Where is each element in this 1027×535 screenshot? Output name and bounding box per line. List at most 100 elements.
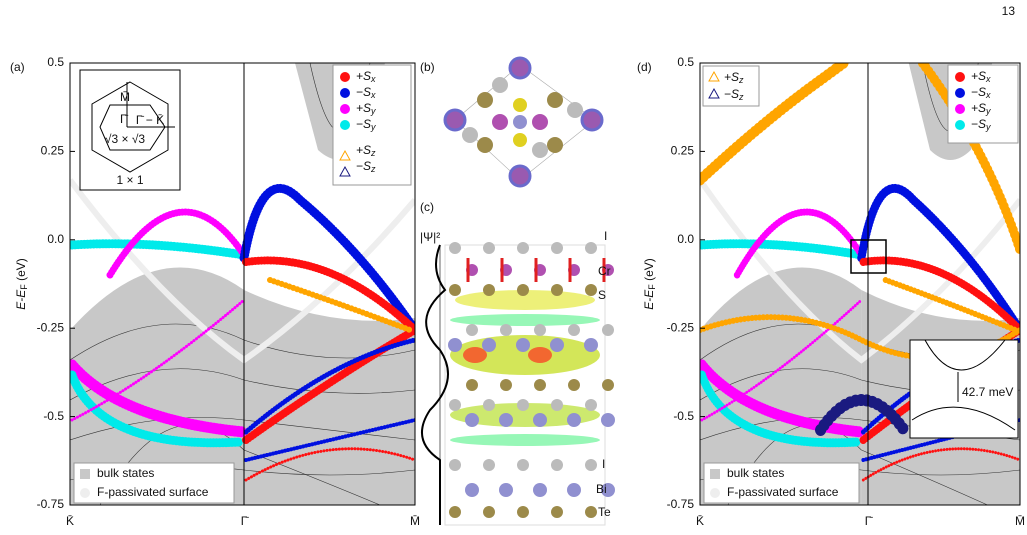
atom [465, 413, 479, 427]
legend-marker [955, 120, 965, 130]
legend-sign: −S [356, 85, 371, 99]
atom [533, 413, 547, 427]
legend-sign: +S [356, 143, 371, 157]
atom [601, 483, 615, 497]
band-sz-minus [815, 394, 910, 436]
density [450, 434, 600, 446]
atom [500, 324, 512, 336]
atom [534, 379, 546, 391]
legend-sign: +S [971, 101, 986, 115]
layer-label: S [598, 288, 606, 302]
bz-large [91, 81, 169, 173]
layer-label: I [602, 457, 605, 471]
atom [449, 506, 461, 518]
atom [551, 284, 563, 296]
legend-text: F-passivated surface [727, 485, 839, 499]
density [528, 347, 552, 363]
inset-text: M̄ [120, 90, 130, 104]
legend-marker [340, 72, 350, 82]
atom [602, 379, 614, 391]
atom [551, 459, 563, 471]
panel-c: (c) |Ψ|² I Cr S I Bi Te [420, 200, 615, 526]
inset-text: Γ̄ [120, 112, 129, 126]
inset-text: 1 × 1 [116, 173, 143, 187]
atom [551, 242, 563, 254]
legend-sign: +S [356, 69, 371, 83]
legend-sub: y [370, 122, 376, 132]
atom [513, 115, 527, 129]
density [463, 347, 487, 363]
y-axis-label-part: F [647, 284, 657, 290]
band [924, 339, 1006, 371]
legend-marker [340, 104, 350, 114]
legend-marker [710, 469, 720, 479]
atom [602, 324, 614, 336]
panel-d: (d) 42.7 meV bulk states F-passivated su… [637, 60, 1021, 506]
legend-text: +Sx [971, 69, 991, 84]
y-tick-label: -0.5 [673, 409, 694, 423]
panel-label: (d) [637, 60, 652, 74]
y-tick-label: -0.25 [37, 320, 65, 334]
atom [585, 242, 597, 254]
atom [448, 338, 462, 352]
atom [533, 483, 547, 497]
layer-label: I [604, 229, 607, 243]
x-tick-label: K̄ [66, 514, 74, 528]
atom [551, 399, 563, 411]
atom [568, 324, 580, 336]
atom [492, 114, 508, 130]
atom [500, 379, 512, 391]
x-tick-label: M̄ [1015, 514, 1025, 528]
atom [477, 92, 493, 108]
atom [534, 324, 546, 336]
legend-sub: x [370, 74, 376, 84]
atom [449, 284, 461, 296]
atom [449, 242, 461, 254]
legend-sign: −S [356, 159, 371, 173]
atom [532, 114, 548, 130]
y-axis-label-part: F [19, 284, 29, 290]
atom [567, 483, 581, 497]
atom [466, 379, 478, 391]
panel-label: (a) [10, 60, 25, 74]
band-sz-plus [917, 63, 1020, 255]
atom [499, 413, 513, 427]
atom [584, 338, 598, 352]
y-tick-label: 0.25 [41, 144, 65, 158]
atoms [448, 242, 615, 518]
legend-sign: −S [356, 117, 371, 131]
atom [499, 483, 513, 497]
y-axis-label: E-EF (eV) [14, 258, 29, 310]
atom [462, 127, 478, 143]
y-axis-label-part: E-E [642, 289, 656, 310]
legend-text: −Sy [356, 117, 376, 132]
y-tick-label: 0.0 [47, 232, 64, 246]
atom [547, 137, 563, 153]
y-tick-label: 0.5 [47, 55, 64, 69]
atom [532, 142, 548, 158]
legend-sub: y [370, 106, 376, 116]
legend-text: −Sx [971, 85, 991, 100]
x-tick-label: K̄ [696, 514, 704, 528]
atom [517, 399, 529, 411]
inset-text: Γ̄ − K̄ [136, 113, 164, 127]
atom [585, 506, 597, 518]
legend-text: +Sz [724, 70, 744, 85]
legend-sub: y [985, 122, 991, 132]
legend-marker [339, 149, 351, 161]
page-number: 13 [1002, 4, 1016, 18]
legend-marker [708, 87, 720, 99]
atom [482, 338, 496, 352]
band-sz-plus [700, 63, 849, 186]
atom [547, 92, 563, 108]
legend-marker [340, 88, 350, 98]
legend-sub: z [370, 164, 376, 174]
panel-b: (b) [420, 56, 604, 188]
atom [443, 108, 467, 132]
legend-marker [80, 469, 90, 479]
bz-small [99, 104, 166, 151]
atom [466, 324, 478, 336]
legend-marker [710, 488, 720, 498]
legend-sign: +S [971, 69, 986, 83]
